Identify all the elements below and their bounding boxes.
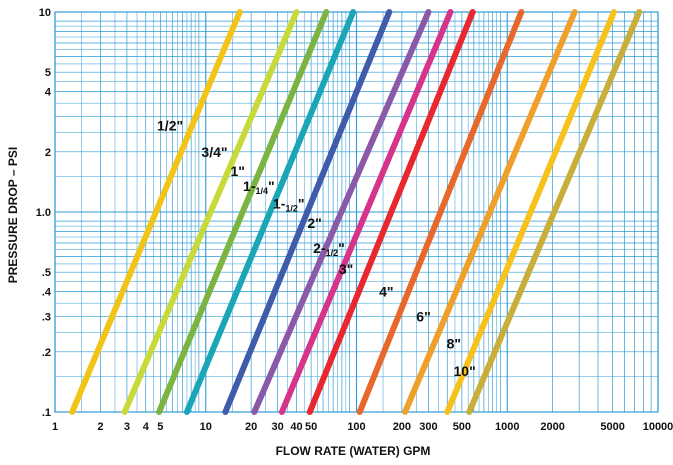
x-tick-label: 1000 [495,421,519,433]
size-label: 2-1/2" [313,240,345,258]
x-tick-label: 4 [143,421,150,433]
y-tick-label: .4 [42,287,52,299]
size-labels: 1/2" 3/4"1"1-1/4"1-1/2"2" 2-1/2" 3" 4" 6" 8" 10… [157,118,476,379]
size-label: 1-1/4" [243,178,275,196]
x-tick-labels: 1 2 3 4 5 10 20 30 40 50 100 200 300 500 1000 2000 5000 1… [52,421,673,433]
size-label: 3" [339,261,353,277]
size-label: 4" [379,284,393,300]
y-tick-label: .1 [42,407,51,419]
x-tick-label: 2 [97,421,103,433]
x-tick-label: 50 [305,421,317,433]
size-label: 6" [416,309,430,325]
series-line [183,9,357,415]
series-line [69,9,243,415]
y-tick-label: 4 [45,87,52,99]
x-tick-label: 200 [393,421,411,433]
x-tick-label: 1 [52,421,58,433]
size-label: 1/2" [157,118,183,134]
series-line [278,9,454,415]
y-tick-label: 5 [45,67,51,79]
x-tick-label: 300 [419,421,437,433]
series-line [306,9,476,415]
grid [54,11,659,413]
x-tick-label: 20 [245,421,257,433]
y-tick-labels: .1 .2 .3 .4 .5 1.0 2 4 5 10 [36,7,52,419]
y-tick-label: .3 [42,312,51,324]
size-label: 8" [447,336,461,352]
x-tick-label: 2000 [540,421,564,433]
y-tick-label: .2 [42,347,51,359]
series-line [251,9,432,415]
series-line [121,9,300,415]
x-axis-title: FLOW RATE (WATER) GPM [276,444,431,458]
x-tick-label: 10 [200,421,212,433]
x-tick-label: 5 [157,421,163,433]
series-line [444,9,617,415]
series-line [156,9,330,415]
x-tick-label: 3 [124,421,130,433]
series-line [356,9,525,415]
x-tick-label: 100 [347,421,365,433]
plot-frame [54,11,659,413]
x-tick-label: 5000 [600,421,624,433]
series-line [222,9,393,415]
size-label: 1" [230,163,244,179]
y-tick-label: 1.0 [36,207,51,219]
x-tick-label: 40 [290,421,302,433]
size-label: 2" [307,215,321,231]
size-label: 10" [454,363,476,379]
y-tick-label: 10 [39,7,51,19]
series-lines [69,9,643,415]
x-tick-label: 10000 [643,421,673,433]
y-tick-label: .5 [42,267,51,279]
size-label: 3/4" [201,144,227,160]
x-tick-label: 500 [453,421,471,433]
series-line [402,9,578,415]
y-tick-label: 2 [45,147,51,159]
series-line [466,9,643,415]
size-label: 1-1/2" [273,196,305,214]
x-tick-label: 30 [272,421,284,433]
y-axis-title: PRESSURE DROP – PSI [6,147,20,284]
